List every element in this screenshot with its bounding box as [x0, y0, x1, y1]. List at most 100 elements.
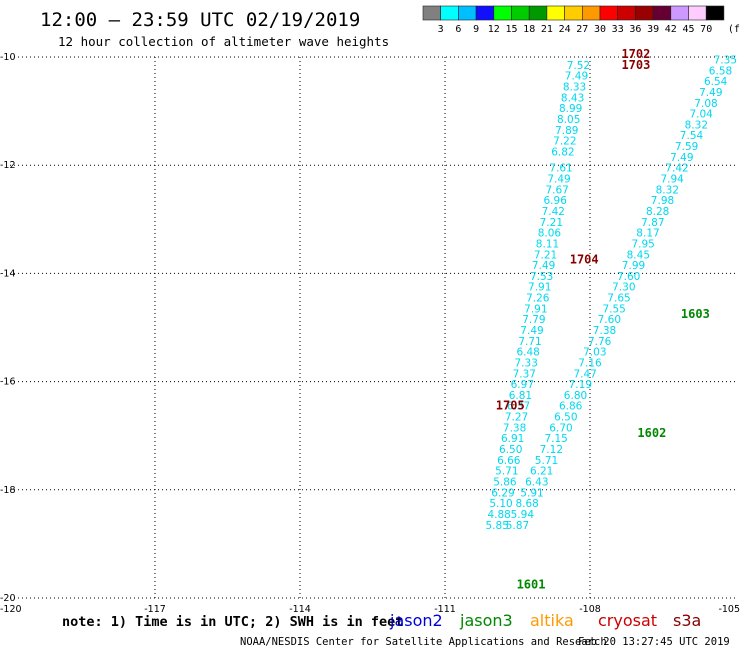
- mission-jason2: jason2: [389, 611, 443, 630]
- swh-point: 7.42: [665, 163, 688, 175]
- swh-point: 7.21: [540, 217, 563, 229]
- mission-s3a: s3a: [673, 611, 701, 630]
- pass-label: 1603: [681, 307, 710, 321]
- swh-point: 6.66: [497, 455, 521, 467]
- colorbar-label: 18: [523, 24, 535, 35]
- colorbar-label: 33: [612, 24, 624, 35]
- colorbar-swatch: [652, 5, 672, 21]
- swh-point: 7.38: [593, 325, 616, 337]
- swh-point: 7.61: [549, 163, 572, 175]
- colorbar-swatch: [528, 5, 548, 21]
- swh-point: 7.15: [544, 433, 567, 445]
- swh-point: 7.98: [651, 195, 674, 207]
- colorbar-swatch: [670, 5, 689, 21]
- swh-point: 7.60: [598, 314, 621, 326]
- swh-point: 5.91: [520, 487, 543, 499]
- swh-point: 6.70: [549, 422, 572, 434]
- swh-point: 8.05: [557, 114, 580, 126]
- swh-point: 6.97: [511, 379, 534, 391]
- colorbar-swatch: [705, 5, 725, 21]
- colorbar-label: 15: [505, 24, 517, 35]
- swh-point: 6.50: [499, 444, 522, 456]
- swh-point: 6.43: [525, 476, 548, 488]
- swh-point: 7.30: [612, 282, 635, 294]
- x-tick-label: -105: [718, 604, 740, 615]
- swh-point: 7.65: [607, 293, 630, 305]
- swh-point: 4.88: [487, 509, 510, 521]
- swh-point: 7.79: [522, 314, 545, 326]
- swh-point: 7.12: [540, 444, 563, 456]
- chart-subtitle: 12 hour collection of altimeter wave hei…: [58, 34, 389, 49]
- swh-point: 7.54: [680, 130, 704, 142]
- swh-point: 8.32: [656, 184, 679, 196]
- swh-point: 7.76: [588, 336, 612, 348]
- colorbar-swatch: [546, 5, 565, 21]
- swh-point: 7.49: [532, 260, 555, 272]
- swh-point: 7.49: [699, 87, 722, 99]
- colorbar-label: 9: [473, 24, 479, 35]
- mission-altika: altika: [530, 611, 574, 630]
- swh-point: 7.35: [714, 54, 737, 66]
- colorbar-label: 21: [541, 24, 553, 35]
- colorbar-swatch: [440, 5, 459, 21]
- swh-point: 7.42: [542, 206, 565, 218]
- swh-point: 7.95: [631, 238, 654, 250]
- swh-point: 5.10: [489, 498, 512, 510]
- swh-point: 7.53: [530, 271, 553, 283]
- swh-point: 7.47: [573, 368, 596, 380]
- swh-point: 7.55: [602, 303, 625, 315]
- x-tick-label: -117: [144, 604, 166, 615]
- swh-point: 7.99: [622, 260, 645, 272]
- x-tick-label: -120: [0, 604, 22, 615]
- colorbar-label: 3: [438, 24, 444, 35]
- mission-legend: jason2 jason3 altika cryosat s3a: [389, 611, 701, 630]
- colorbar-label: 30: [594, 24, 606, 35]
- swh-point: 7.49: [520, 325, 543, 337]
- swh-point: 7.60: [617, 271, 640, 283]
- y-tick-label: -12: [0, 160, 16, 171]
- swh-point: 7.91: [528, 282, 551, 294]
- colorbar-swatch: [493, 5, 512, 21]
- colorbar-label: 45: [682, 24, 694, 35]
- y-tick-label: -10: [0, 52, 16, 63]
- swh-point: 7.91: [524, 303, 547, 315]
- swh-point: 5.85: [486, 520, 509, 532]
- colorbar-label: 6: [455, 24, 461, 35]
- chart-title: 12:00 – 23:59 UTC 02/19/2019: [40, 9, 360, 31]
- pass-label: 1705: [496, 399, 525, 413]
- y-tick-label: -20: [0, 593, 16, 604]
- swh-point: 6.80: [564, 390, 587, 402]
- swh-point: 6.48: [516, 347, 539, 359]
- x-tick-label: -108: [579, 604, 601, 615]
- swh-point: 7.52: [567, 60, 590, 72]
- colorbar-label: 70: [700, 24, 712, 35]
- data-points: 7.527.498.338.438.998.057.897.226.827.61…: [486, 54, 738, 531]
- colorbar-swatch: [635, 5, 654, 21]
- mission-cryosat: cryosat: [598, 611, 657, 630]
- swh-point: 6.21: [530, 466, 553, 478]
- pass-label: 1602: [637, 426, 666, 440]
- footer-note: note: 1) Time is in UTC; 2) SWH is in fe…: [62, 614, 403, 630]
- colorbar-swatch: [581, 5, 601, 21]
- swh-point: 7.89: [555, 125, 578, 137]
- colorbar-swatch: [475, 5, 495, 21]
- swh-point: 6.96: [544, 195, 568, 207]
- pass-label: 1702: [621, 47, 650, 61]
- colorbar-unit: (ft): [728, 24, 740, 35]
- swh-point: 6.82: [551, 146, 574, 158]
- swh-point: 8.06: [538, 228, 562, 240]
- footer-timestamp: Feb 20 13:27:45 UTC 2019: [578, 636, 730, 648]
- swh-point: 6.29: [491, 487, 514, 499]
- x-tick-label: -114: [289, 604, 311, 615]
- swh-point: 7.38: [503, 422, 526, 434]
- colorbar-swatch: [599, 5, 619, 21]
- pass-label: 1704: [570, 253, 599, 267]
- y-tick-label: -18: [0, 485, 16, 496]
- swh-point: 6.81: [509, 390, 532, 402]
- swh-point: 5.94: [511, 509, 535, 521]
- swh-point: 7.19: [569, 379, 592, 391]
- colorbar-swatch: [617, 5, 636, 21]
- axis-ticks: -10 -12 -14 -16 -18 -20-120 -117 -114 -111 -108 -1…: [0, 52, 740, 615]
- swh-point: 7.37: [513, 368, 536, 380]
